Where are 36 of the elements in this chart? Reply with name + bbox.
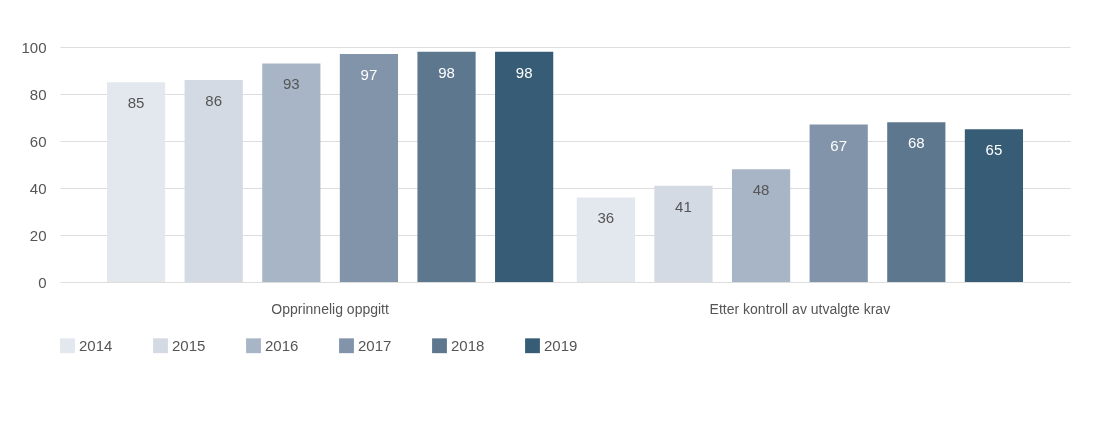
x-tick-label: Etter kontroll av utvalgte krav bbox=[709, 300, 891, 317]
data-label: 93 bbox=[282, 75, 300, 93]
y-tick-label: 80 bbox=[29, 85, 47, 103]
legend-label: 2019 bbox=[544, 336, 578, 354]
data-label: 97 bbox=[360, 66, 378, 84]
data-label: 65 bbox=[985, 141, 1003, 159]
bar bbox=[731, 169, 791, 282]
data-label: 36 bbox=[597, 209, 615, 227]
bar bbox=[106, 82, 166, 282]
y-tick-label: 60 bbox=[29, 132, 47, 150]
bar bbox=[417, 51, 476, 282]
legend-label: 2018 bbox=[451, 336, 485, 354]
data-label: 85 bbox=[127, 94, 145, 112]
bar bbox=[964, 129, 1024, 282]
data-label: 98 bbox=[515, 63, 533, 81]
bar bbox=[576, 197, 635, 282]
data-label: 48 bbox=[752, 181, 770, 199]
legend-label: 2014 bbox=[79, 336, 113, 354]
legend-label: 2015 bbox=[172, 336, 206, 354]
y-tick-label: 0 bbox=[38, 273, 47, 291]
bar bbox=[809, 124, 868, 282]
bar bbox=[262, 63, 321, 282]
data-label: 68 bbox=[907, 134, 925, 152]
y-tick-label: 20 bbox=[29, 226, 47, 244]
data-label: 67 bbox=[830, 136, 848, 154]
bar bbox=[339, 54, 399, 282]
bar bbox=[495, 51, 554, 282]
data-label: 41 bbox=[675, 197, 692, 215]
x-tick-label: Opprinnelig oppgitt bbox=[271, 300, 389, 317]
y-tick-label: 40 bbox=[29, 179, 47, 197]
bar bbox=[887, 122, 946, 282]
data-label: 86 bbox=[205, 91, 223, 109]
legend-label: 2016 bbox=[265, 336, 299, 354]
data-label: 98 bbox=[438, 63, 455, 81]
y-tick-label: 100 bbox=[21, 38, 47, 56]
legend-label: 2017 bbox=[358, 336, 392, 354]
